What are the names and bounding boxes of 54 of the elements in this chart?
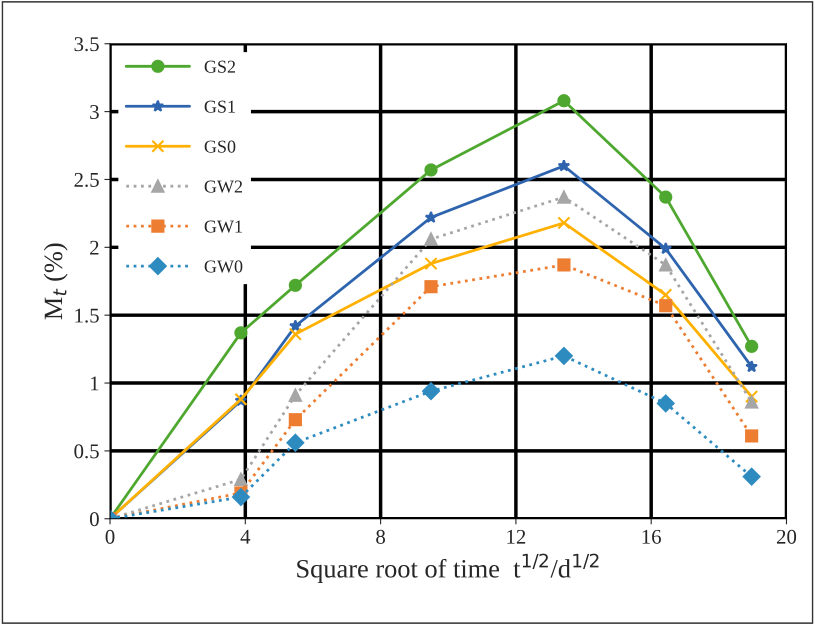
point xyxy=(659,258,672,272)
point xyxy=(424,210,438,224)
point xyxy=(288,388,302,402)
y-tick-label: 2.5 xyxy=(74,172,99,187)
point xyxy=(288,328,302,341)
point xyxy=(659,299,672,312)
x-axis-title: Square root of time t$^{1/2}$/d$^{1/2}$ xyxy=(297,554,598,584)
x-tick-label: 0 xyxy=(106,530,114,544)
point xyxy=(422,382,440,400)
point xyxy=(745,390,758,404)
y-tick-label: 2 xyxy=(90,240,98,255)
point xyxy=(555,346,573,365)
y-tick-label: 3 xyxy=(90,105,99,120)
legend-label: GS2 xyxy=(204,60,236,73)
point xyxy=(424,163,438,177)
y-tick-label: 1.5 xyxy=(75,308,99,323)
point xyxy=(288,278,302,292)
legend-label: GS1 xyxy=(204,100,235,113)
point xyxy=(558,159,570,172)
point xyxy=(557,216,571,230)
point xyxy=(745,360,758,372)
x-tick-label: 8 xyxy=(376,530,386,544)
legend-label: GW2 xyxy=(204,180,242,193)
point xyxy=(232,488,250,506)
point xyxy=(557,190,571,204)
legend-label: GS0 xyxy=(204,140,236,153)
point xyxy=(659,190,672,204)
point xyxy=(745,395,758,409)
legend-label: GW1 xyxy=(204,220,242,233)
point xyxy=(286,434,304,452)
y-tick-label: 0.5 xyxy=(74,444,99,458)
y-axis-title: M$_{t}$ (%) xyxy=(44,244,68,320)
point xyxy=(742,468,761,486)
point xyxy=(557,94,571,108)
legend-label: GW0 xyxy=(204,260,242,273)
y-tick-label: 3.5 xyxy=(74,37,99,52)
point xyxy=(659,242,672,254)
y-tick-label: 1 xyxy=(91,376,98,390)
point xyxy=(745,429,758,443)
point xyxy=(424,280,438,294)
point xyxy=(745,340,758,353)
point xyxy=(424,257,438,270)
x-tick-label: 4 xyxy=(240,530,250,544)
point xyxy=(288,413,302,426)
point xyxy=(234,326,248,340)
point xyxy=(659,288,672,302)
x-tick-label: 12 xyxy=(507,530,526,544)
y-tick-label: 0 xyxy=(90,512,99,526)
point xyxy=(424,232,438,246)
point xyxy=(234,472,248,486)
point xyxy=(557,258,571,272)
x-tick-label: 16 xyxy=(642,530,661,544)
point xyxy=(656,394,675,412)
x-tick-label: 20 xyxy=(776,530,796,544)
